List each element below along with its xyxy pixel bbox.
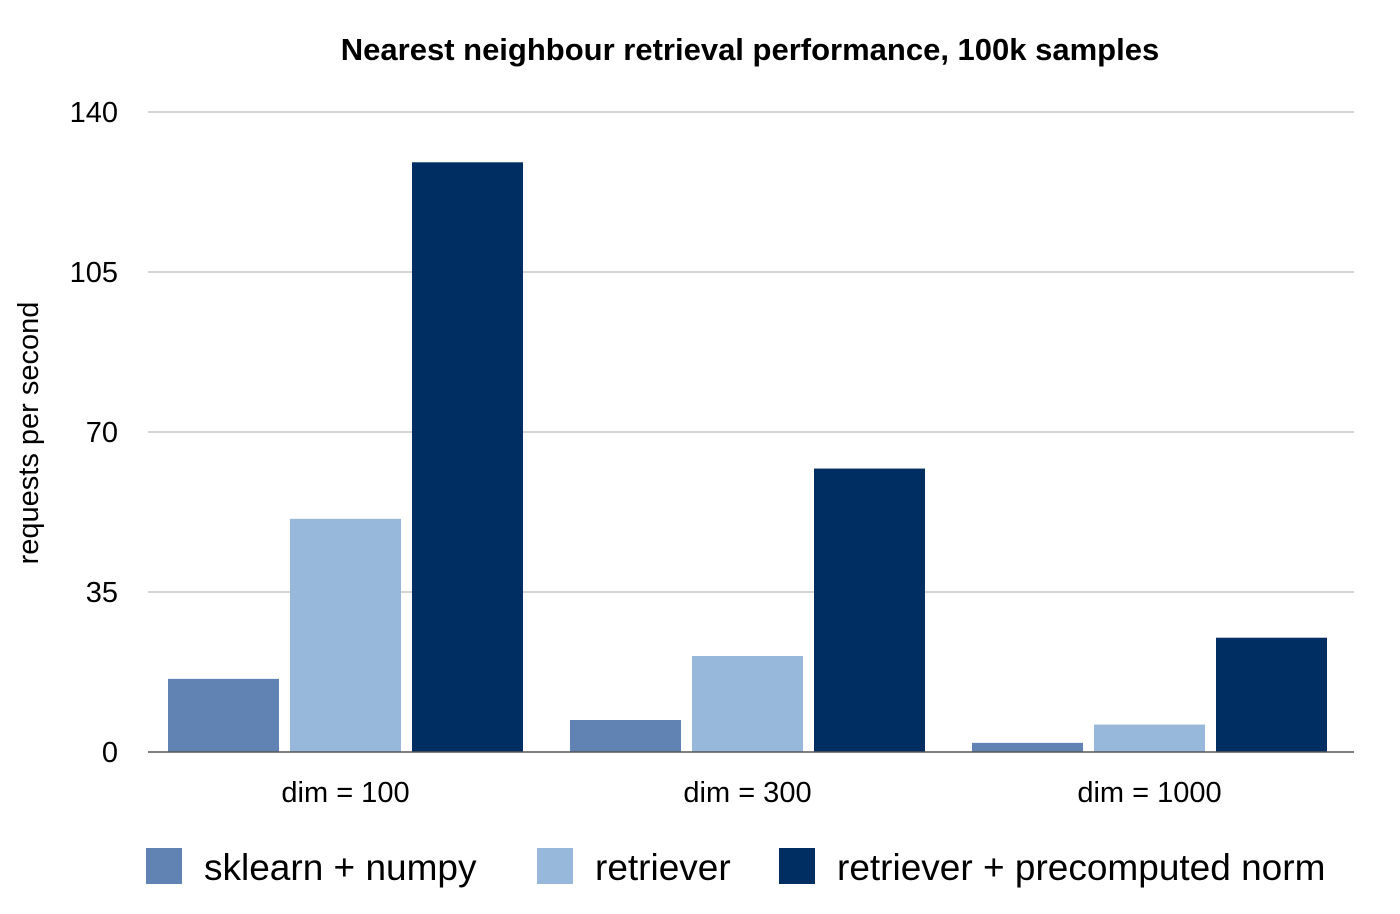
legend-swatch xyxy=(537,848,573,884)
y-tick-label: 140 xyxy=(70,97,118,129)
x-axis-ticks: dim = 100 dim = 300 dim = 1000 xyxy=(281,777,1221,809)
bar xyxy=(290,518,401,752)
legend: sklearn + numpy retriever retriever + prec… xyxy=(146,847,1325,888)
gridlines xyxy=(148,111,1354,593)
y-tick-label: 105 xyxy=(70,257,118,289)
y-tick-label: 70 xyxy=(86,417,118,449)
legend-label: sklearn + numpy xyxy=(204,847,477,888)
x-tick-label: dim = 1000 xyxy=(1077,777,1221,809)
bar xyxy=(412,162,523,753)
y-tick-label: 0 xyxy=(102,737,118,769)
chart-title: Nearest neighbour retrieval performance,… xyxy=(341,32,1159,67)
bar xyxy=(1216,637,1327,752)
legend-swatch xyxy=(146,848,182,884)
y-axis-ticks: 0 35 70 105 140 xyxy=(70,97,118,769)
x-tick-label: dim = 100 xyxy=(281,777,409,809)
bar xyxy=(814,468,925,752)
y-tick-label: 35 xyxy=(86,577,118,609)
legend-label: retriever + precomputed norm xyxy=(837,847,1325,888)
legend-swatch xyxy=(779,848,815,884)
bar xyxy=(570,720,681,752)
y-axis-label: requests per second xyxy=(13,302,45,565)
bar xyxy=(168,678,279,752)
bar xyxy=(972,742,1083,752)
bar xyxy=(692,656,803,752)
bars xyxy=(148,162,1354,753)
x-tick-label: dim = 300 xyxy=(683,777,811,809)
legend-label: retriever xyxy=(595,847,731,888)
bar xyxy=(1094,724,1205,752)
